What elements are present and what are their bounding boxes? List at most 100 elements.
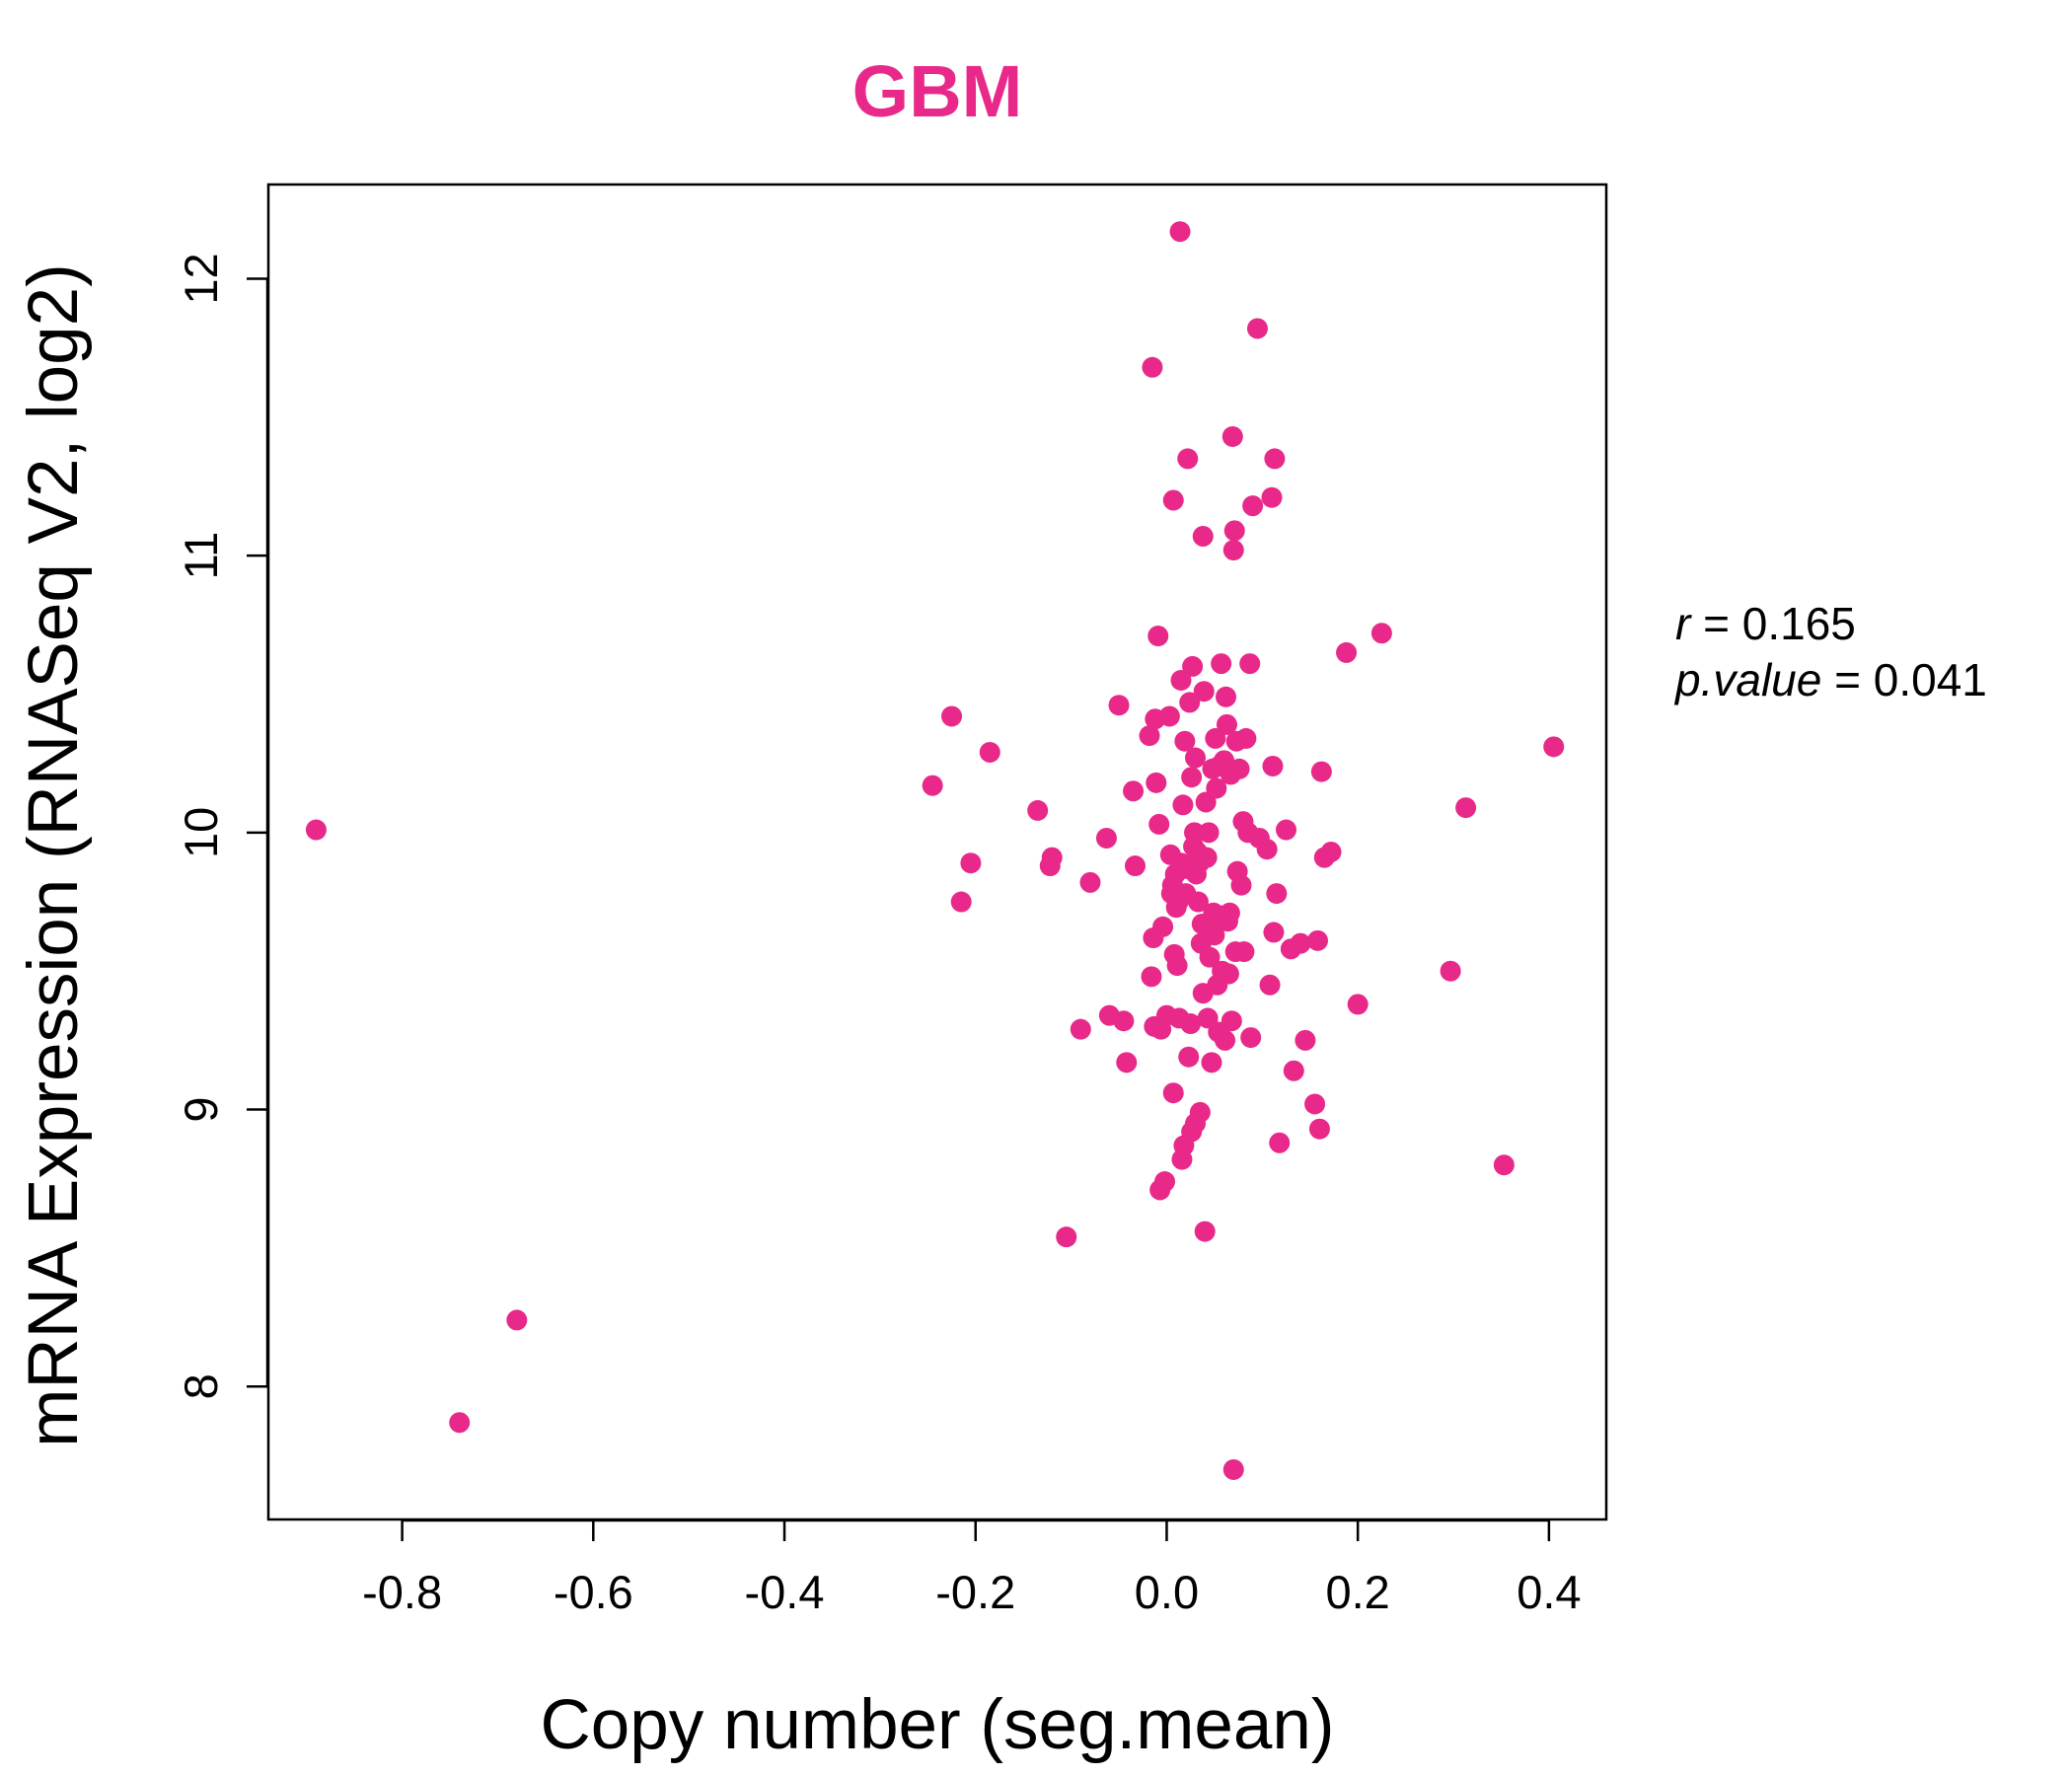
data-point [1166, 955, 1188, 977]
r-equals: = [1690, 598, 1741, 649]
data-point [1306, 929, 1328, 951]
data-point [950, 891, 972, 913]
data-point [1204, 925, 1225, 946]
data-point [1185, 747, 1207, 769]
data-point [1269, 1132, 1291, 1153]
data-point [1113, 1010, 1135, 1032]
data-point [1147, 626, 1169, 647]
p-equals: = [1821, 654, 1873, 705]
data-point [1219, 902, 1240, 924]
data-point [1211, 653, 1232, 675]
y-tick-label: 11 [175, 532, 227, 580]
data-point [1283, 1060, 1304, 1081]
data-point [1239, 653, 1261, 675]
data-point [1146, 772, 1167, 793]
data-point [1336, 641, 1358, 663]
data-point [979, 741, 1000, 763]
data-point [1162, 1082, 1184, 1104]
data-point [1141, 966, 1162, 988]
data-point [1264, 448, 1286, 470]
data-point [1228, 758, 1250, 779]
data-point [1230, 874, 1252, 896]
x-tick-label: -0.4 [745, 1566, 825, 1618]
data-point [1179, 692, 1201, 713]
x-tick-label: -0.8 [362, 1566, 442, 1618]
data-point [1218, 963, 1239, 985]
data-point [1261, 486, 1283, 508]
data-point [1242, 495, 1264, 517]
data-point [1310, 761, 1332, 782]
data-point [1215, 1029, 1236, 1051]
y-axis: 8 9 10 11 12 [175, 253, 269, 1399]
data-point [1172, 794, 1194, 816]
data-point [1222, 1458, 1244, 1480]
data-point [1347, 994, 1369, 1015]
data-point [1223, 520, 1245, 542]
data-point [1189, 1101, 1211, 1123]
data-point [1184, 822, 1206, 844]
r-label: r [1675, 598, 1692, 649]
x-tick-label: -0.6 [554, 1566, 633, 1618]
data-point [1158, 705, 1180, 727]
data-point [1169, 221, 1191, 243]
data-point [1543, 736, 1565, 758]
data-point [1193, 681, 1215, 703]
x-tick-label: 0.4 [1517, 1566, 1581, 1618]
data-point [1205, 727, 1226, 749]
data-point [1276, 819, 1297, 841]
data-point [1256, 839, 1278, 860]
data-point [1206, 777, 1227, 799]
data-point [1259, 974, 1281, 996]
data-point [960, 852, 982, 874]
data-point [1222, 540, 1244, 561]
data-point [1174, 730, 1196, 752]
data-point [1148, 813, 1170, 835]
data-point [922, 775, 943, 796]
y-axis-title: mRNA Expression (RNASeq V2, log2) [15, 263, 93, 1447]
data-point [1142, 356, 1163, 378]
x-tick-label: -0.2 [935, 1566, 1015, 1618]
data-point [1216, 713, 1237, 735]
x-tick-label: 0.2 [1325, 1566, 1389, 1618]
correlation-stats: r = 0.165 p.value = 0.041 [1673, 598, 1987, 705]
data-point [1170, 669, 1192, 691]
y-tick-label: 12 [175, 253, 227, 304]
data-point [506, 1309, 528, 1331]
data-point [1182, 655, 1204, 677]
data-point [1295, 1029, 1316, 1051]
data-point [1235, 727, 1257, 749]
y-tick-label: 9 [175, 1096, 227, 1122]
data-point [1493, 1154, 1515, 1176]
data-point [1198, 822, 1220, 844]
p-stat: p.value = 0.041 [1673, 654, 1987, 705]
r-value: 0.165 [1742, 598, 1856, 649]
data-point [1233, 941, 1255, 963]
data-point [1262, 755, 1284, 777]
data-point [1123, 780, 1145, 802]
data-point [1079, 871, 1101, 893]
data-point [941, 705, 963, 727]
data-point [1056, 1226, 1077, 1248]
r-stat: r = 0.165 [1675, 598, 1856, 649]
data-point [1116, 1052, 1138, 1073]
data-points [305, 221, 1565, 1480]
data-point [1196, 847, 1218, 868]
data-point [1177, 448, 1199, 470]
data-point [1320, 842, 1342, 862]
data-point [1216, 686, 1237, 707]
data-point [449, 1412, 471, 1434]
data-point [1246, 318, 1268, 339]
data-point [1304, 1093, 1326, 1115]
y-tick-label: 10 [175, 807, 227, 858]
x-tick-label: 0.0 [1135, 1566, 1199, 1618]
data-point [1221, 1010, 1242, 1032]
data-point [1070, 1018, 1091, 1040]
data-point [1154, 1171, 1176, 1193]
data-point [1095, 827, 1117, 849]
data-point [1108, 695, 1130, 716]
data-point [1263, 922, 1285, 943]
data-point [1124, 855, 1146, 877]
data-point [305, 819, 327, 841]
data-point [1192, 525, 1214, 547]
